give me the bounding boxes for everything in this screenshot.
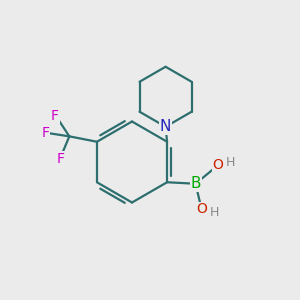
Text: O: O [196,202,207,216]
Text: H: H [226,156,236,169]
Text: F: F [51,109,59,123]
Text: N: N [160,119,171,134]
Text: O: O [213,158,224,172]
Text: F: F [41,126,49,140]
Text: H: H [209,206,219,219]
Text: B: B [190,176,201,191]
Text: F: F [56,152,64,166]
